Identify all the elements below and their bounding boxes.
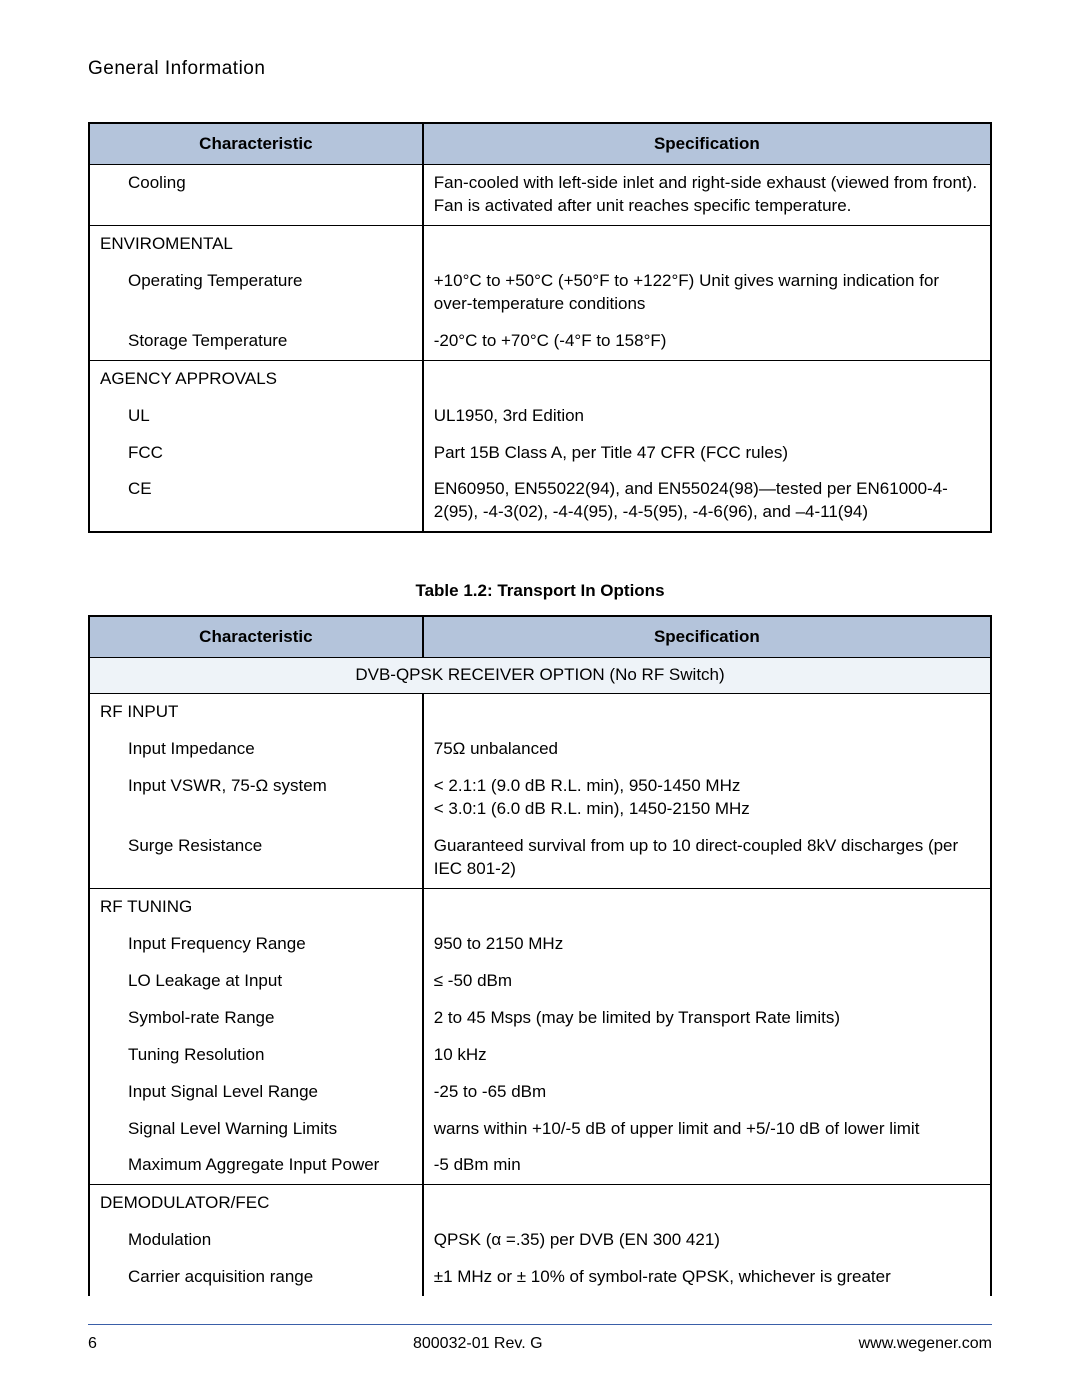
footer-page-number: 6 [88, 1335, 97, 1353]
cell-specification [423, 888, 991, 925]
table-row: AGENCY APPROVALS [89, 360, 991, 397]
cell-specification: +10°C to +50°C (+50°F to +122°F) Unit gi… [423, 263, 991, 323]
cell-specification: 2 to 45 Msps (may be limited by Transpor… [423, 1000, 991, 1037]
cell-specification: Part 15B Class A, per Title 47 CFR (FCC … [423, 435, 991, 472]
table-banner: DVB-QPSK RECEIVER OPTION (No RF Switch) [89, 658, 991, 694]
table-row: Input Impedance75Ω unbalanced [89, 731, 991, 768]
table-header-row: Characteristic Specification [89, 616, 991, 658]
cell-characteristic: Symbol-rate Range [89, 1000, 423, 1037]
cell-specification: 10 kHz [423, 1037, 991, 1074]
page-footer: 6 800032-01 Rev. G www.wegener.com [88, 1324, 992, 1353]
cell-specification: -20°C to +70°C (-4°F to 158°F) [423, 323, 991, 360]
cell-specification: < 2.1:1 (9.0 dB R.L. min), 950-1450 MHz<… [423, 768, 991, 828]
section-title: General Information [88, 58, 992, 80]
footer-url: www.wegener.com [859, 1335, 992, 1353]
cell-characteristic: RF TUNING [89, 888, 423, 925]
table-row: Operating Temperature+10°C to +50°C (+50… [89, 263, 991, 323]
col-characteristic: Characteristic [89, 616, 423, 658]
cell-characteristic: RF INPUT [89, 694, 423, 731]
table-row: FCCPart 15B Class A, per Title 47 CFR (F… [89, 435, 991, 472]
cell-characteristic: DEMODULATOR/FEC [89, 1185, 423, 1222]
table-row: Tuning Resolution10 kHz [89, 1037, 991, 1074]
col-specification: Specification [423, 616, 991, 658]
table-row: ULUL1950, 3rd Edition [89, 398, 991, 435]
footer-doc-rev: 800032-01 Rev. G [413, 1335, 543, 1353]
table-row: CoolingFan-cooled with left-side inlet a… [89, 165, 991, 226]
cell-characteristic: AGENCY APPROVALS [89, 360, 423, 397]
cell-characteristic: Modulation [89, 1222, 423, 1259]
table-row: Carrier acquisition range±1 MHz or ± 10%… [89, 1259, 991, 1296]
cell-specification: EN60950, EN55022(94), and EN55024(98)—te… [423, 471, 991, 532]
cell-characteristic: UL [89, 398, 423, 435]
cell-characteristic: Input Signal Level Range [89, 1074, 423, 1111]
cell-characteristic: Cooling [89, 165, 423, 226]
spec-table-1: Characteristic Specification CoolingFan-… [88, 122, 992, 533]
table-2-caption: Table 1.2: Transport In Options [88, 581, 992, 601]
cell-characteristic: Operating Temperature [89, 263, 423, 323]
table-row: Signal Level Warning Limitswarns within … [89, 1111, 991, 1148]
table-row: Symbol-rate Range2 to 45 Msps (may be li… [89, 1000, 991, 1037]
cell-characteristic: Maximum Aggregate Input Power [89, 1147, 423, 1184]
col-specification: Specification [423, 123, 991, 165]
cell-specification: 950 to 2150 MHz [423, 926, 991, 963]
table-row: ENVIROMENTAL [89, 225, 991, 262]
table-row: RF TUNING [89, 888, 991, 925]
cell-characteristic: Storage Temperature [89, 323, 423, 360]
table-row: LO Leakage at Input≤ -50 dBm [89, 963, 991, 1000]
cell-specification: -25 to -65 dBm [423, 1074, 991, 1111]
col-characteristic: Characteristic [89, 123, 423, 165]
cell-characteristic: Input Impedance [89, 731, 423, 768]
cell-characteristic: ENVIROMENTAL [89, 225, 423, 262]
cell-characteristic: Input Frequency Range [89, 926, 423, 963]
table-row: Input VSWR, 75-Ω system< 2.1:1 (9.0 dB R… [89, 768, 991, 828]
cell-characteristic: Signal Level Warning Limits [89, 1111, 423, 1148]
cell-specification: -5 dBm min [423, 1147, 991, 1184]
table-row: Maximum Aggregate Input Power-5 dBm min [89, 1147, 991, 1184]
cell-specification: Guaranteed survival from up to 10 direct… [423, 828, 991, 888]
table-row: Surge ResistanceGuaranteed survival from… [89, 828, 991, 888]
cell-specification: warns within +10/-5 dB of upper limit an… [423, 1111, 991, 1148]
cell-specification: 75Ω unbalanced [423, 731, 991, 768]
cell-characteristic: FCC [89, 435, 423, 472]
cell-specification [423, 360, 991, 397]
cell-specification [423, 225, 991, 262]
table-row: DEMODULATOR/FEC [89, 1185, 991, 1222]
table-row: RF INPUT [89, 694, 991, 731]
cell-specification: Fan-cooled with left-side inlet and righ… [423, 165, 991, 226]
table-row: ModulationQPSK (α =.35) per DVB (EN 300 … [89, 1222, 991, 1259]
cell-characteristic: LO Leakage at Input [89, 963, 423, 1000]
table-row: Input Frequency Range950 to 2150 MHz [89, 926, 991, 963]
cell-characteristic: Input VSWR, 75-Ω system [89, 768, 423, 828]
cell-specification: UL1950, 3rd Edition [423, 398, 991, 435]
cell-specification: ≤ -50 dBm [423, 963, 991, 1000]
cell-specification: QPSK (α =.35) per DVB (EN 300 421) [423, 1222, 991, 1259]
cell-characteristic: Surge Resistance [89, 828, 423, 888]
spec-table-2: Characteristic Specification DVB-QPSK RE… [88, 615, 992, 1296]
table-header-row: Characteristic Specification [89, 123, 991, 165]
cell-characteristic: Tuning Resolution [89, 1037, 423, 1074]
table-banner-row: DVB-QPSK RECEIVER OPTION (No RF Switch) [89, 658, 991, 694]
table-row: CEEN60950, EN55022(94), and EN55024(98)—… [89, 471, 991, 532]
table-row: Storage Temperature-20°C to +70°C (-4°F … [89, 323, 991, 360]
page: General Information Characteristic Speci… [0, 0, 1080, 1397]
cell-characteristic: CE [89, 471, 423, 532]
cell-specification [423, 694, 991, 731]
cell-characteristic: Carrier acquisition range [89, 1259, 423, 1296]
cell-specification: ±1 MHz or ± 10% of symbol-rate QPSK, whi… [423, 1259, 991, 1296]
cell-specification [423, 1185, 991, 1222]
table-row: Input Signal Level Range-25 to -65 dBm [89, 1074, 991, 1111]
